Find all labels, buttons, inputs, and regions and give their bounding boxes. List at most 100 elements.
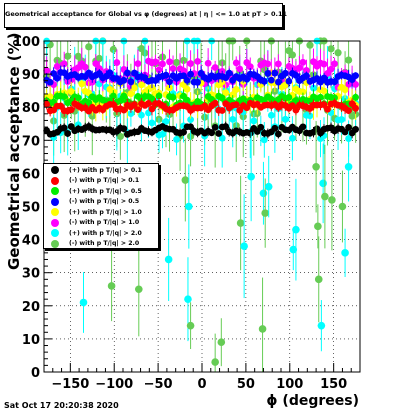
data-point: [127, 110, 135, 117]
data-point: [292, 71, 300, 79]
data-point: [331, 94, 338, 102]
data-point: [250, 117, 258, 125]
data-point: [320, 87, 328, 95]
legend-label: (-) with p T/|q| > 1.0: [69, 219, 140, 227]
y-tick-label: 80: [22, 101, 40, 116]
data-point: [299, 123, 307, 131]
y-tick-label: 100: [13, 35, 40, 50]
data-point: [314, 275, 323, 284]
data-point: [274, 78, 282, 86]
data-point: [109, 45, 117, 54]
data-point: [183, 76, 191, 84]
data-point: [229, 115, 237, 123]
data-point: [257, 123, 265, 131]
legend-label: (+) with p T/|q| > 0.1: [69, 166, 142, 174]
data-point: [53, 74, 61, 82]
data-point: [85, 43, 93, 51]
data-point: [109, 92, 117, 100]
legend-entry: (+) with p T/|q| > 0.5: [44, 186, 158, 197]
data-point: [281, 115, 289, 123]
data-point: [162, 118, 170, 125]
data-point: [184, 295, 192, 303]
legend-label: (-) with p T/|q| > 2.0: [69, 240, 140, 248]
data-point: [345, 123, 352, 131]
data-point: [222, 89, 230, 97]
data-point: [79, 298, 88, 307]
data-point: [113, 59, 121, 66]
data-point: [327, 45, 335, 53]
data-point: [264, 70, 272, 77]
series-1: [43, 97, 360, 117]
data-point: [194, 57, 202, 65]
data-point: [78, 80, 86, 88]
data-point: [60, 60, 68, 68]
chart-title-box: Geometrical acceptance for Global vs φ (…: [4, 3, 287, 28]
data-point: [288, 51, 297, 59]
data-point: [319, 179, 327, 188]
legend-entry: (-) with p T/|q| > 1.0: [44, 218, 158, 229]
data-point: [314, 222, 322, 231]
legend-marker: [51, 187, 59, 196]
data-point: [179, 56, 188, 65]
x-tick-label: 100: [276, 377, 303, 392]
data-point: [341, 86, 349, 94]
data-point: [159, 60, 166, 68]
data-point: [107, 282, 116, 290]
data-point: [138, 81, 145, 89]
data-point: [211, 64, 219, 71]
data-point: [292, 225, 300, 234]
data-point: [145, 99, 152, 107]
data-point: [271, 69, 279, 77]
data-point: [138, 111, 145, 119]
legend-marker: [51, 218, 59, 227]
datestamp: Sat Oct 17 20:20:38 2020: [4, 401, 119, 410]
data-point: [303, 67, 310, 74]
y-tick-label: 60: [22, 167, 40, 182]
data-point: [258, 325, 267, 333]
data-point: [320, 60, 328, 68]
data-point: [310, 84, 317, 92]
data-point: [64, 52, 72, 60]
data-point: [183, 96, 191, 104]
data-point: [159, 130, 166, 138]
data-point: [312, 162, 320, 171]
data-point: [264, 60, 272, 68]
data-point: [162, 71, 170, 79]
data-point: [247, 172, 255, 181]
data-point: [131, 101, 138, 108]
data-point: [57, 102, 65, 110]
data-point: [88, 112, 96, 120]
data-point: [246, 129, 254, 137]
x-tick-label: −50: [144, 377, 173, 392]
data-point: [232, 101, 240, 109]
legend-entry: (+) with p T/|q| > 1.0: [44, 207, 158, 218]
data-point: [95, 54, 103, 63]
outlier-points: [79, 121, 353, 372]
data-point: [341, 249, 349, 257]
data-point: [236, 219, 245, 227]
data-point: [180, 128, 187, 136]
data-point: [187, 70, 194, 78]
data-point: [317, 321, 326, 330]
data-point: [204, 59, 212, 67]
data-point: [264, 182, 273, 191]
data-point: [85, 99, 93, 107]
data-point: [236, 65, 244, 73]
series-0: [43, 121, 360, 139]
data-point: [338, 202, 347, 211]
data-point: [92, 60, 100, 67]
data-point: [259, 189, 268, 198]
data-point: [123, 69, 131, 77]
data-point: [331, 78, 338, 86]
data-point: [281, 69, 289, 77]
data-point: [127, 78, 135, 86]
data-point: [152, 58, 159, 66]
data-point: [53, 63, 61, 70]
data-point: [328, 196, 336, 204]
legend-label: (+) with p T/|q| > 2.0: [69, 229, 142, 237]
data-point: [222, 123, 230, 130]
x-axis-label: ϕ (degrees): [266, 393, 359, 409]
data-point: [164, 255, 173, 264]
data-point: [131, 84, 138, 92]
data-point: [211, 99, 219, 107]
